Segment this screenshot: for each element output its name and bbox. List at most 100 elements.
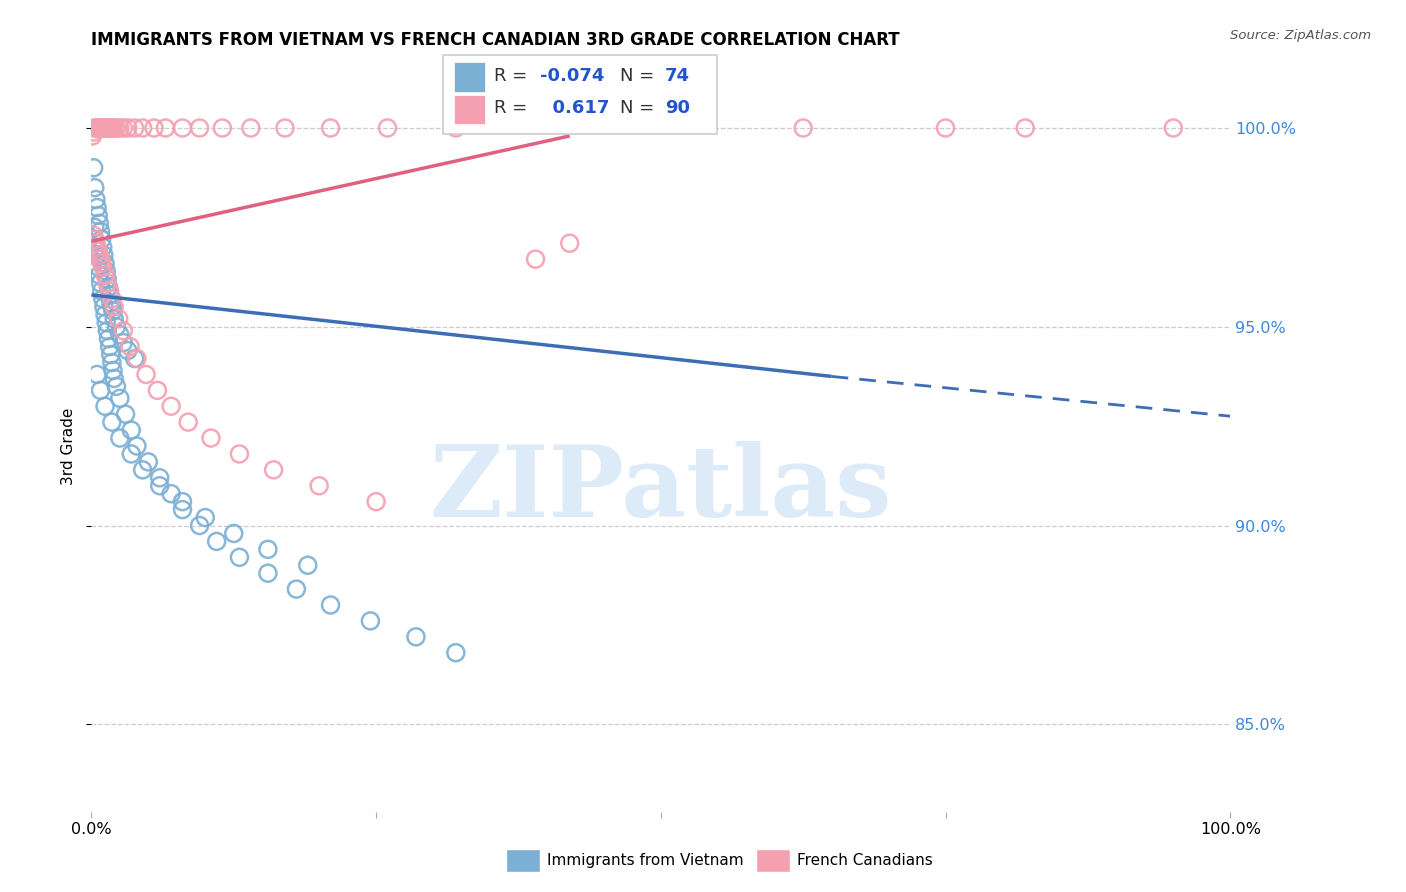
Point [97,332,120,346]
Point [160,486,183,500]
Point [194,510,217,524]
Point [377,120,399,135]
Point [105,120,128,135]
Text: N =: N = [620,99,659,117]
Point [131,463,153,477]
Point [97,280,120,294]
Point [91,260,114,274]
Text: French Canadians: French Canadians [797,854,934,868]
Point [135,368,157,382]
Point [103,120,125,135]
Text: IMMIGRANTS FROM VIETNAM VS FRENCH CANADIAN 3RD GRADE CORRELATION CHART: IMMIGRANTS FROM VIETNAM VS FRENCH CANADI… [91,31,900,49]
Point [120,340,142,354]
Point [89,276,111,290]
Point [96,316,118,330]
Point [87,120,110,135]
Point [125,439,148,453]
Point [91,240,114,254]
Point [319,598,342,612]
Point [792,120,814,135]
Point [93,248,115,262]
Point [98,288,121,302]
Point [83,180,105,194]
Point [90,232,112,246]
Point [172,120,194,135]
Point [285,582,308,596]
Point [87,244,110,259]
Point [149,479,172,493]
Point [101,120,124,135]
Point [96,324,118,338]
Point [934,120,956,135]
Point [86,248,108,262]
Point [274,120,297,135]
Point [100,347,122,361]
Point [101,363,124,377]
Point [205,534,228,549]
Point [108,392,131,406]
Point [188,518,211,533]
Point [94,120,117,135]
Point [86,120,108,135]
Point [105,379,128,393]
Point [83,220,105,235]
Point [108,431,131,445]
Point [108,327,131,342]
Point [83,161,105,175]
Point [89,268,111,282]
Point [107,311,129,326]
Point [84,120,107,135]
Point [200,431,222,445]
Point [89,216,111,230]
Text: R =: R = [494,67,533,85]
Point [125,351,148,366]
Point [96,272,118,286]
Point [84,236,107,251]
Point [94,308,117,322]
Text: 0.617: 0.617 [540,99,609,117]
Point [100,296,122,310]
Point [228,447,250,461]
Point [84,240,107,254]
Point [101,303,124,318]
Point [228,550,250,565]
Point [93,120,115,135]
Point [83,228,105,243]
Point [103,371,125,385]
Point [120,423,142,437]
Point [177,415,200,429]
Point [558,236,581,251]
Point [308,479,330,493]
Point [96,120,118,135]
Point [87,209,110,223]
Point [297,558,319,573]
Point [101,120,124,135]
Point [86,368,108,382]
Point [105,319,128,334]
Point [211,120,233,135]
Point [143,120,166,135]
Point [87,260,110,274]
Point [94,256,117,270]
Point [96,120,118,135]
Point [524,252,547,267]
Point [89,252,111,267]
Point [112,335,135,350]
Point [96,264,118,278]
Point [131,120,153,135]
Point [89,384,111,398]
Point [91,292,114,306]
Point [84,193,107,207]
Text: 90: 90 [665,99,690,117]
Point [94,399,117,413]
Text: ZIPatlas: ZIPatlas [430,442,891,539]
Point [257,542,280,557]
Text: R =: R = [494,99,533,117]
Point [319,120,342,135]
Text: Source: ZipAtlas.com: Source: ZipAtlas.com [1230,29,1371,43]
Point [444,120,467,135]
Point [155,120,177,135]
Point [117,343,139,358]
Point [172,494,194,508]
Point [94,268,117,282]
